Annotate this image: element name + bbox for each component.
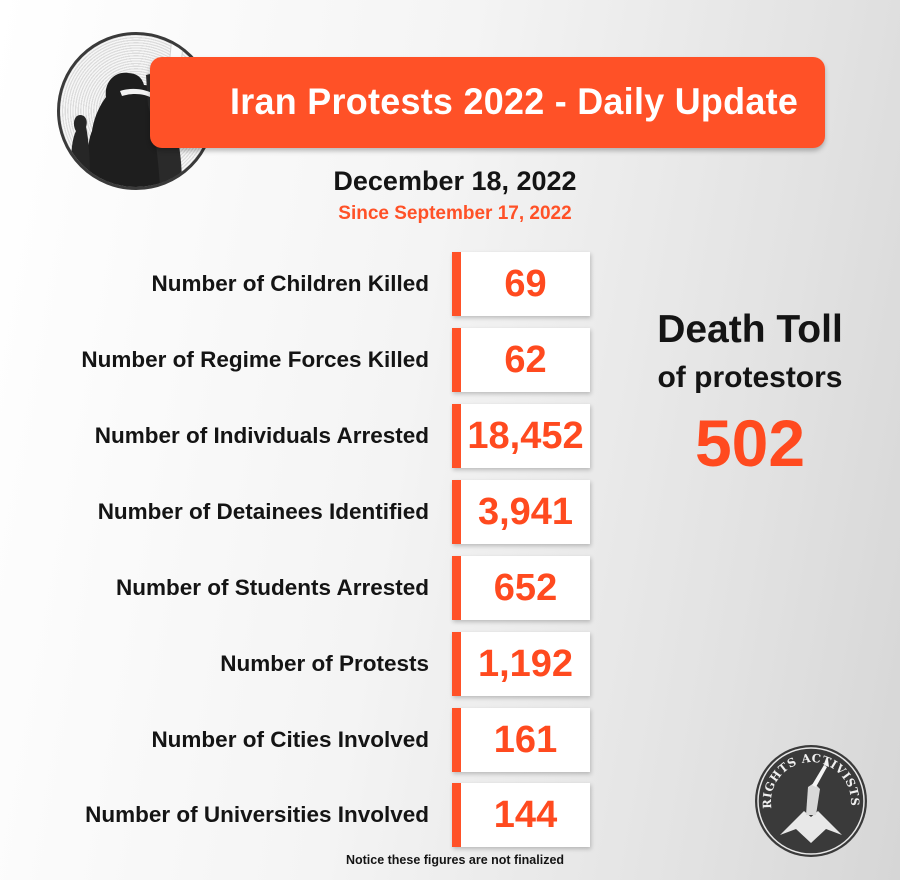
- stat-label-regime-forces-killed: Number of Regime Forces Killed: [81, 347, 429, 372]
- page-title: Iran Protests 2022 - Daily Update: [230, 81, 799, 122]
- death-toll-value: 502: [694, 406, 806, 480]
- title-banner: [150, 57, 825, 148]
- stat-value-students-arrested: 652: [452, 556, 590, 620]
- stat-label-students-arrested: Number of Students Arrested: [116, 575, 429, 600]
- stat-label-children-killed: Number of Children Killed: [151, 271, 429, 296]
- stat-label-protests: Number of Protests: [220, 651, 429, 676]
- stat-value-individuals-arrested: 18,452: [452, 404, 590, 468]
- stat-label-universities-involved: Number of Universities Involved: [85, 802, 429, 827]
- stat-value-regime-forces-killed: 62: [452, 328, 590, 392]
- raised-fist-pen-icon: [780, 759, 842, 843]
- stat-label-cities-involved: Number of Cities Involved: [151, 727, 429, 752]
- hrai-logo: HUMAN RIGHTS ACTIVISTS IN IRAN: [752, 739, 867, 857]
- death-toll-subtitle: of protestors: [657, 361, 843, 394]
- death-toll-title: Death Toll: [657, 308, 843, 351]
- stat-label-individuals-arrested: Number of Individuals Arrested: [94, 423, 429, 448]
- stat-value-protests: 1,192: [452, 632, 590, 696]
- report-date: December 18, 2022: [333, 166, 577, 196]
- stat-value-cities-involved: 161: [452, 708, 590, 772]
- stat-label-detainees-identified: Number of Detainees Identified: [97, 499, 429, 524]
- footer-notice: Notice these figures are not finalized: [345, 853, 565, 867]
- stat-value-detainees-identified: 3,941: [452, 480, 590, 544]
- stat-value-universities-involved: 144: [452, 783, 590, 847]
- since-date: Since September 17, 2022: [338, 203, 572, 224]
- stat-value-children-killed: 69: [452, 252, 590, 316]
